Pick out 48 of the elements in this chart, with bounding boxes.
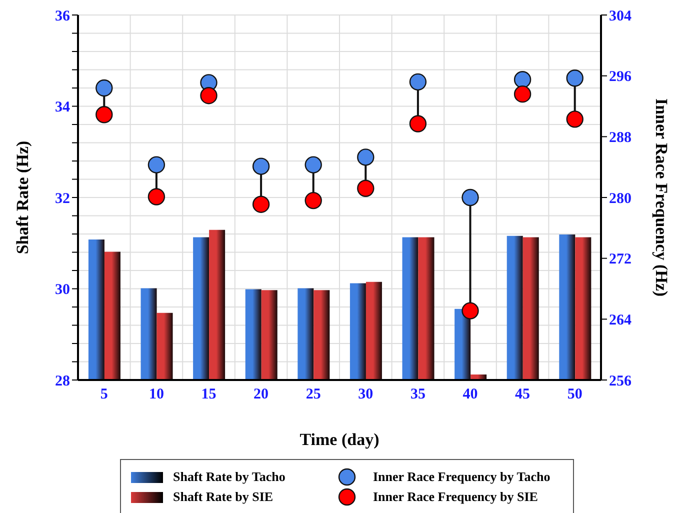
point bbox=[566, 110, 584, 128]
point bbox=[462, 188, 479, 206]
x-tick-label: 30 bbox=[358, 386, 374, 403]
y-tick-label: 30 bbox=[55, 282, 70, 298]
point bbox=[409, 73, 427, 91]
point bbox=[252, 196, 270, 213]
legend-label: Inner Race Frequency by Tacho bbox=[373, 469, 550, 485]
point bbox=[200, 87, 218, 104]
y2-tick-label: 304 bbox=[609, 8, 632, 24]
point bbox=[96, 79, 113, 97]
point bbox=[357, 180, 374, 197]
y2-axis-title: Inner Race Frequency (Hz) bbox=[652, 98, 671, 297]
y-axis-title: Shaft Rate (Hz) bbox=[13, 140, 32, 254]
point bbox=[148, 188, 166, 206]
x-tick-label: 50 bbox=[567, 386, 582, 403]
point bbox=[357, 148, 374, 166]
y2-tick-label: 264 bbox=[609, 312, 632, 328]
x-tick-label: 20 bbox=[254, 386, 269, 403]
y2-tick-label: 256 bbox=[609, 373, 632, 390]
point bbox=[514, 71, 532, 88]
y2-tick-label: 272 bbox=[609, 252, 632, 268]
point bbox=[252, 158, 270, 175]
x-tick-label: 25 bbox=[306, 386, 321, 403]
y2-tick-label: 288 bbox=[609, 130, 632, 146]
point bbox=[96, 106, 113, 124]
y-tick-label: 34 bbox=[55, 100, 70, 116]
x-tick-label: 15 bbox=[201, 386, 216, 403]
y-tick-label: 32 bbox=[55, 190, 70, 207]
x-tick-label: 45 bbox=[515, 386, 530, 403]
point bbox=[148, 156, 166, 174]
legend-label: Shaft Rate by SIE bbox=[173, 489, 274, 505]
point bbox=[304, 192, 322, 210]
x-tick-label: 40 bbox=[462, 386, 478, 403]
x-axis-title: Time (day) bbox=[300, 430, 380, 449]
y2-tick-label: 296 bbox=[609, 69, 632, 86]
point bbox=[514, 85, 532, 103]
x-tick-label: 35 bbox=[410, 386, 426, 403]
point bbox=[409, 115, 427, 132]
x-tick-label: 5 bbox=[100, 386, 108, 403]
legend-label: Inner Race Frequency by SIE bbox=[373, 489, 538, 505]
point bbox=[304, 156, 322, 174]
x-tick-label: 10 bbox=[148, 386, 164, 403]
point bbox=[462, 302, 479, 320]
legend-label: Shaft Rate by Tacho bbox=[173, 469, 286, 485]
y-tick-label: 36 bbox=[55, 8, 70, 24]
y2-tick-label: 280 bbox=[609, 190, 632, 207]
point bbox=[566, 70, 584, 87]
y-tick-label: 28 bbox=[55, 373, 70, 390]
